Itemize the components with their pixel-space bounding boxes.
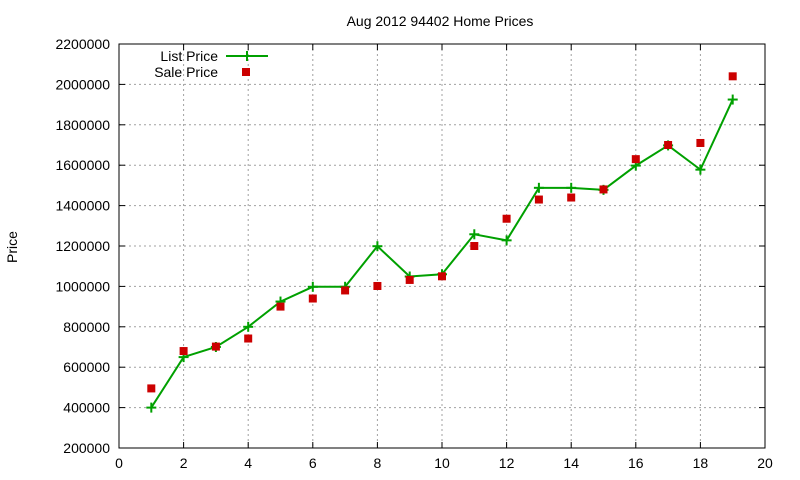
grid <box>119 44 765 448</box>
x-tick-label: 6 <box>309 455 317 471</box>
list-price-point <box>566 182 577 193</box>
y-tick-label: 1200000 <box>55 238 110 254</box>
x-tick-label: 14 <box>563 455 579 471</box>
sale-price-point <box>534 195 543 204</box>
sale-price-point <box>405 275 414 284</box>
sale-price-point <box>179 347 188 356</box>
sale-price-point <box>664 141 673 149</box>
y-tick-label: 1400000 <box>55 198 110 214</box>
sale-price-point <box>438 272 446 281</box>
axis-ticks: 0 2 4 6 8 10 12 14 16 18 20 200000 400000 600000 80000… <box>55 36 773 471</box>
sale-price-point <box>567 193 576 202</box>
y-axis-label: Price <box>4 231 20 263</box>
x-tick-label: 8 <box>374 455 382 471</box>
x-tick-label: 10 <box>434 455 450 471</box>
legend-label: List Price <box>160 48 218 64</box>
sale-price-point <box>599 185 608 194</box>
sale-price-point <box>308 294 317 303</box>
x-tick-label: 18 <box>693 455 709 471</box>
y-tick-label: 1800000 <box>55 117 110 133</box>
sale-price-point <box>341 286 350 295</box>
sale-price-point <box>502 214 511 223</box>
y-tick-label: 2000000 <box>55 76 110 92</box>
sale-price-point <box>147 384 156 393</box>
sale-price-point <box>470 242 479 250</box>
list-price-point <box>469 229 480 240</box>
sale-price-point <box>728 72 737 81</box>
sale-price-series <box>147 72 737 393</box>
sale-price-point <box>211 342 220 351</box>
legend-label: Sale Price <box>154 64 218 80</box>
y-tick-label: 800000 <box>63 319 110 335</box>
list-price-point <box>533 182 544 193</box>
series-layer <box>146 72 738 413</box>
list-price-point <box>243 321 254 332</box>
list-price-point <box>372 241 383 252</box>
chart-title: Aug 2012 94402 Home Prices <box>347 13 534 29</box>
sale-price-point <box>373 281 382 290</box>
x-tick-label: 0 <box>115 455 123 471</box>
list-price-point <box>307 281 318 292</box>
list-price-point <box>242 51 252 61</box>
y-tick-label: 600000 <box>63 359 110 375</box>
y-tick-label: 1600000 <box>55 157 110 173</box>
y-tick-label: 2200000 <box>55 36 110 52</box>
sale-price-point <box>242 68 250 76</box>
sale-price-point <box>631 155 640 164</box>
list-price-point <box>501 235 512 246</box>
sale-price-point <box>244 334 253 343</box>
x-tick-label: 2 <box>180 455 188 471</box>
x-tick-label: 4 <box>244 455 252 471</box>
x-tick-label: 20 <box>757 455 773 471</box>
y-tick-label: 400000 <box>63 400 110 416</box>
y-tick-label: 200000 <box>63 440 110 456</box>
x-tick-label: 16 <box>628 455 644 471</box>
list-price-point <box>695 164 706 175</box>
x-tick-label: 12 <box>499 455 515 471</box>
list-price-point <box>146 402 157 413</box>
list-price-point <box>727 94 738 105</box>
sale-price-point <box>696 138 705 147</box>
sale-price-point <box>276 302 285 311</box>
y-tick-label: 1000000 <box>55 278 110 294</box>
